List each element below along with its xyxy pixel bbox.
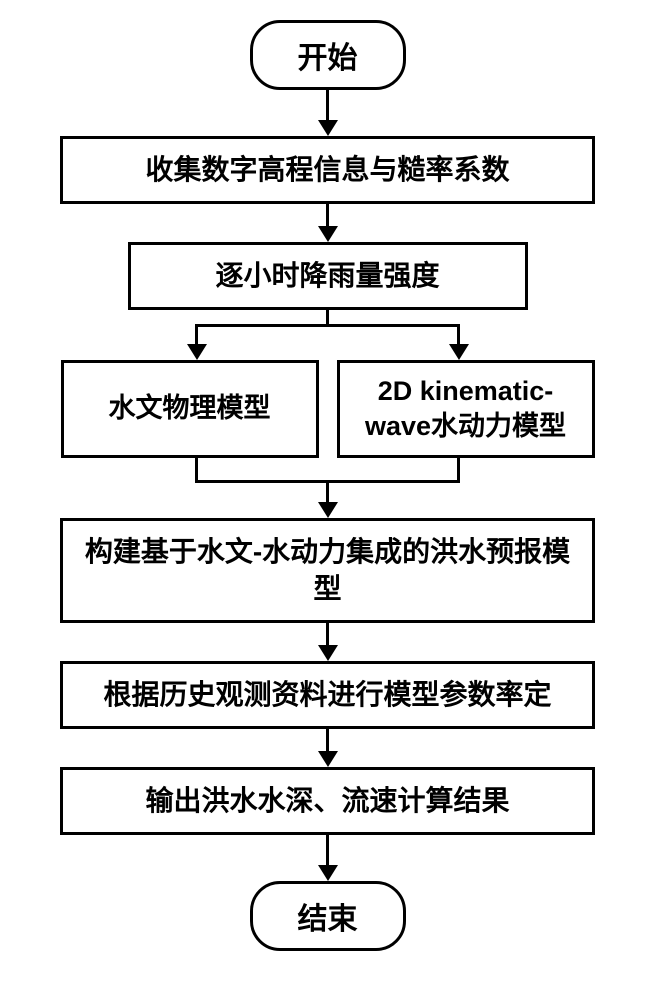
arrow-step5-to-end (318, 835, 338, 881)
branch-split (60, 310, 595, 360)
step4-box: 根据历史观测资料进行模型参数率定 (60, 661, 595, 729)
arrow-merge (318, 502, 338, 518)
step2-box: 逐小时降雨量强度 (128, 242, 528, 310)
flowchart-container: 开始 收集数字高程信息与糙率系数 逐小时降雨量强度 水文物理模型 2D kine… (0, 20, 655, 951)
arrow-step1-to-step2 (318, 204, 338, 242)
arrow-to-right-branch (449, 344, 469, 360)
step5-box: 输出洪水水深、流速计算结果 (60, 767, 595, 835)
branch-right-box: 2D kinematic-wave水动力模型 (337, 360, 595, 458)
arrow-step3-to-step4 (318, 623, 338, 661)
branch-boxes: 水文物理模型 2D kinematic-wave水动力模型 (60, 360, 595, 458)
arrow-to-left-branch (187, 344, 207, 360)
branch-left-box: 水文物理模型 (61, 360, 319, 458)
arrow-start-to-step1 (318, 90, 338, 136)
step3-box: 构建基于水文-水动力集成的洪水预报模型 (60, 518, 595, 624)
arrow-step4-to-step5 (318, 729, 338, 767)
start-terminal: 开始 (250, 20, 406, 90)
branch-merge (60, 458, 595, 518)
end-terminal: 结束 (250, 881, 406, 951)
branch-container: 水文物理模型 2D kinematic-wave水动力模型 (60, 310, 595, 518)
step1-box: 收集数字高程信息与糙率系数 (60, 136, 595, 204)
